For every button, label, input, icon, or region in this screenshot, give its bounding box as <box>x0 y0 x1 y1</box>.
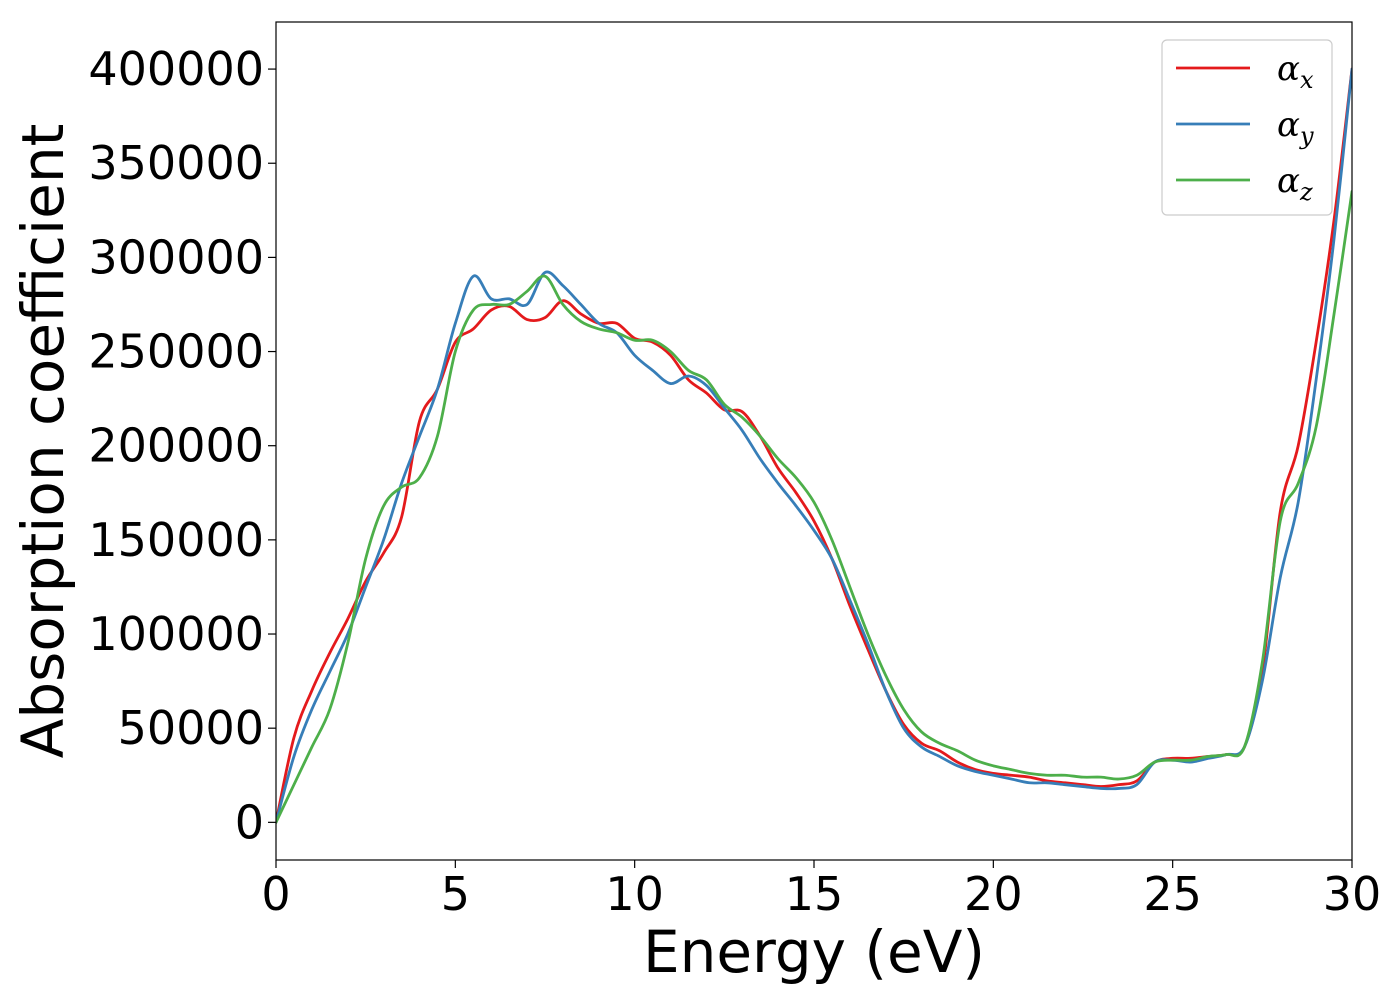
legend-box <box>1161 39 1333 216</box>
y-axis-title: Absorption coefficient <box>9 124 77 759</box>
x-axis-title: Energy (eV) <box>643 918 985 986</box>
legend: αx αy αz <box>1161 39 1333 216</box>
x-tick-label: 20 <box>964 867 1023 921</box>
y-tick-label: 400000 <box>88 42 264 96</box>
y-tick-label: 50000 <box>118 701 264 755</box>
x-tick-label: 25 <box>1143 867 1202 921</box>
y-tick-label: 250000 <box>88 325 264 379</box>
series-lines <box>276 67 1352 824</box>
y-tick-label: 150000 <box>88 513 264 567</box>
y-tick-label: 100000 <box>88 607 264 661</box>
legend-label-z: αz <box>1277 161 1313 206</box>
series-line-z <box>276 190 1352 824</box>
plot-area <box>276 67 1352 824</box>
x-tick-label: 10 <box>605 867 664 921</box>
y-tick-label: 0 <box>235 795 264 849</box>
x-tick-label: 15 <box>785 867 844 921</box>
x-tick-label: 0 <box>261 867 290 921</box>
y-axis-ticks: 0 50000 100000 150000 200000 250000 300000 3500… <box>88 42 276 849</box>
x-tick-label: 5 <box>441 867 470 921</box>
series-line-y <box>276 67 1352 824</box>
y-tick-label: 350000 <box>88 136 264 190</box>
x-tick-label: 30 <box>1323 867 1382 921</box>
x-axis-ticks: 0 5 10 15 20 25 30 <box>261 860 1381 921</box>
legend-label-x: αx <box>1277 49 1314 94</box>
y-tick-label: 300000 <box>88 230 264 284</box>
y-tick-label: 200000 <box>88 419 264 473</box>
legend-label-y: αy <box>1277 105 1314 150</box>
